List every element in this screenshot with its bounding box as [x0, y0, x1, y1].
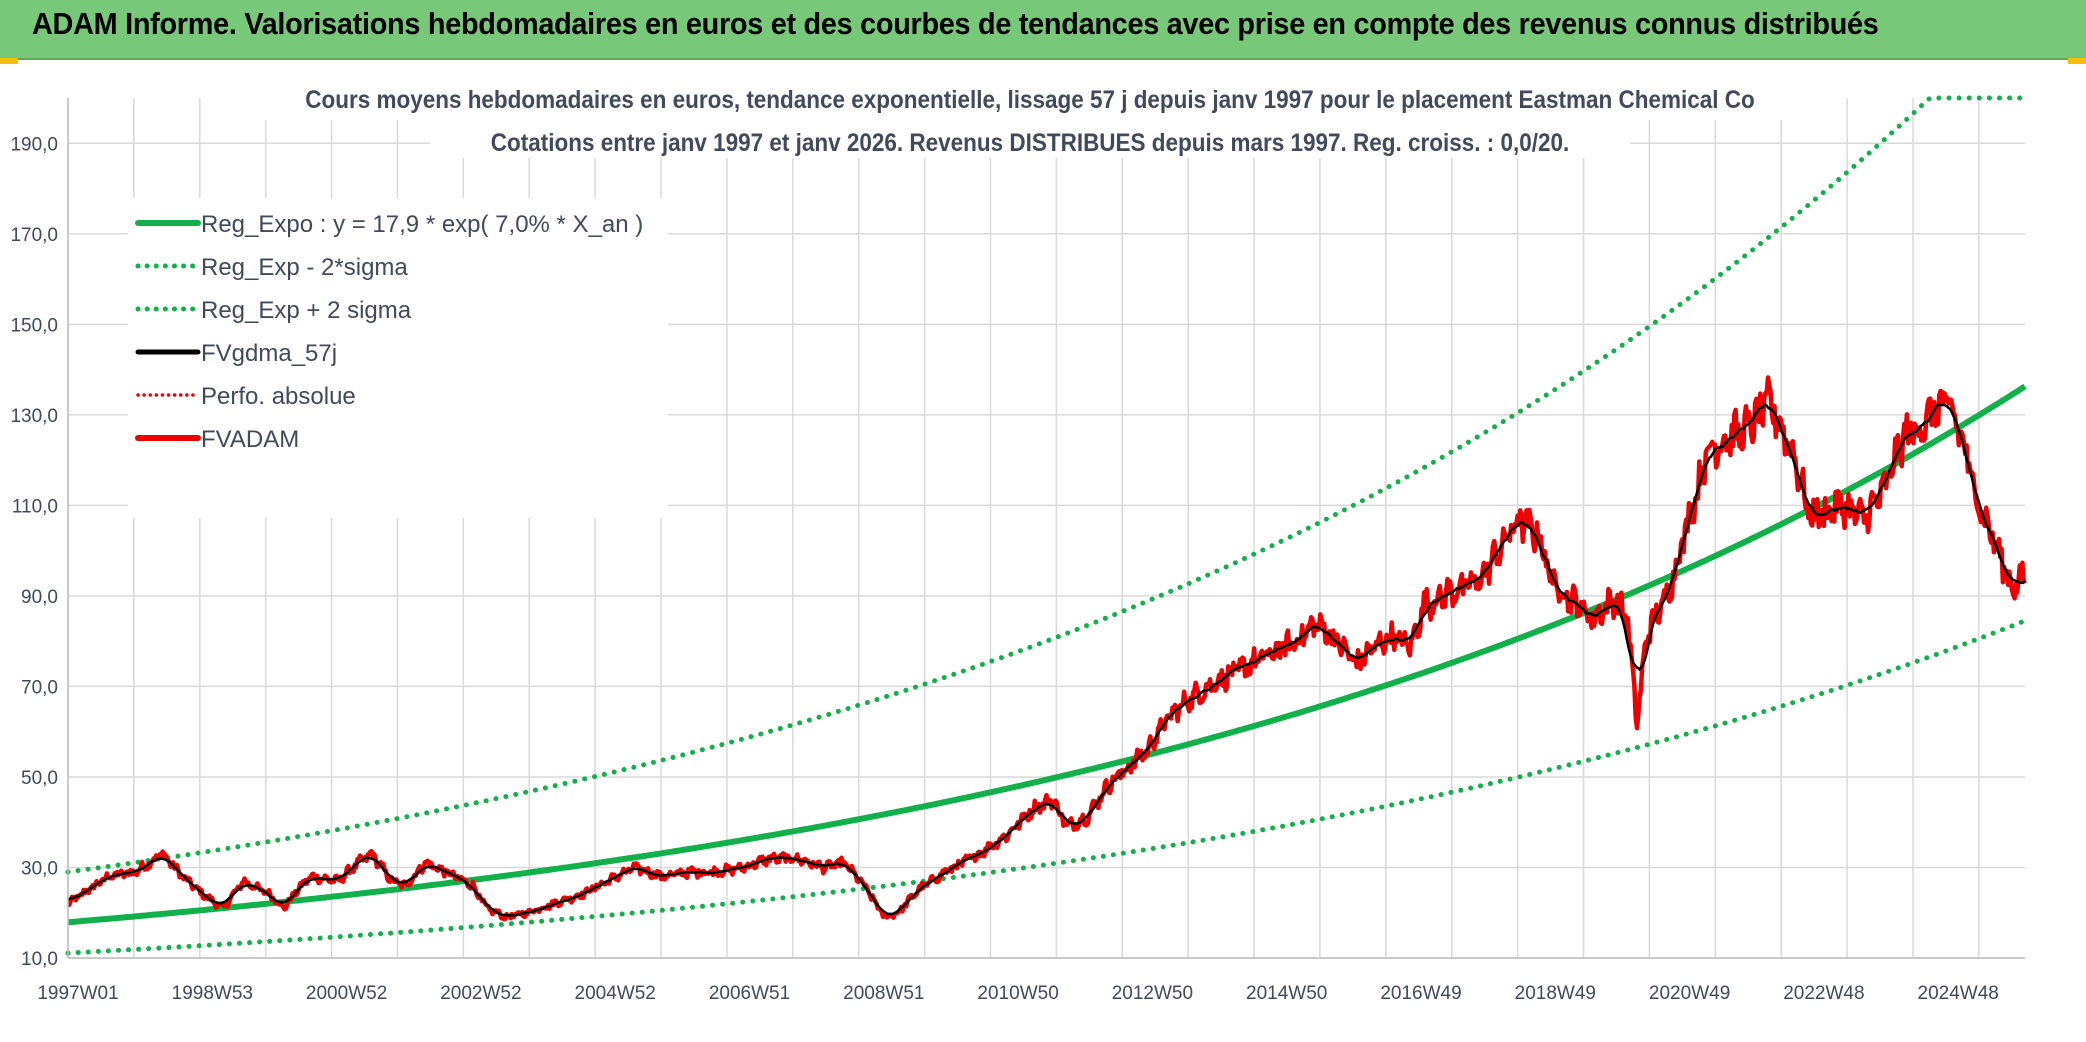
chart-subtitle: Cotations entre janv 1997 et janv 2026. … — [491, 129, 1569, 157]
y-tick-label: 110,0 — [12, 496, 58, 517]
x-tick-label: 1998W53 — [172, 983, 253, 1004]
legend-label: Perfo. absolue — [201, 383, 356, 410]
x-tick-label: 2022W48 — [1783, 983, 1864, 1004]
corner-mark-left — [0, 58, 18, 64]
x-tick-label: 2008W51 — [843, 983, 924, 1004]
legend-label: FVADAM — [201, 426, 299, 453]
y-tick-label: 190,0 — [10, 134, 58, 155]
y-tick-label: 90,0 — [21, 587, 58, 608]
banner: ADAM Informe. Valorisations hebdomadaire… — [0, 0, 2086, 60]
x-tick-label: 2006W51 — [709, 983, 790, 1004]
y-tick-label: 50,0 — [21, 768, 58, 789]
series-reg-exp-minus-2sigma — [65, 618, 2028, 956]
x-tick-label: 2002W52 — [440, 983, 521, 1004]
legend: Reg_Expo : y = 17,9 * exp( 7,0% * X_an )… — [128, 198, 668, 518]
legend-label: FVgdma_57j — [201, 340, 337, 367]
chart-titles: Cours moyens hebdomadaires en euros, ten… — [260, 80, 1800, 158]
y-tick-label: 30,0 — [21, 858, 58, 879]
chart-title: Cours moyens hebdomadaires en euros, ten… — [305, 86, 1754, 114]
y-tick-label: 150,0 — [10, 315, 58, 336]
y-tick-label: 10,0 — [21, 949, 58, 970]
legend-label: Reg_Exp + 2 sigma — [201, 297, 412, 324]
x-tick-label: 2016W49 — [1380, 983, 1461, 1004]
x-tick-label: 2014W50 — [1246, 983, 1327, 1004]
series-reg-expo — [67, 383, 2027, 926]
series-layer — [65, 95, 2028, 956]
x-tick-label: 2012W50 — [1112, 983, 1193, 1004]
x-tick-label: 2004W52 — [575, 983, 656, 1004]
corner-mark-right — [2068, 58, 2086, 64]
chart-area: 10,0 30,0 50,0 70,0 90,0 110,0 130,0 150,0 170,0… — [0, 60, 2086, 1037]
series-fvadam — [67, 375, 2027, 922]
x-tick-label: 2000W52 — [306, 983, 387, 1004]
chart-svg: 10,0 30,0 50,0 70,0 90,0 110,0 130,0 150,0 170,0… — [10, 80, 2028, 1004]
legend-bg — [128, 198, 668, 518]
series-reg-exp-plus-2sigma — [65, 95, 2028, 875]
y-tick-label: 70,0 — [21, 677, 58, 698]
x-tick-label: 2018W49 — [1515, 983, 1596, 1004]
x-tick-label: 2010W50 — [977, 983, 1058, 1004]
axes: 10,0 30,0 50,0 70,0 90,0 110,0 130,0 150,0 170,0… — [10, 98, 2025, 1004]
series-fvgdma-57j — [67, 403, 2026, 917]
legend-label: Reg_Exp - 2*sigma — [201, 254, 408, 281]
x-tick-label: 2020W49 — [1649, 983, 1730, 1004]
legend-label: Reg_Expo : y = 17,9 * exp( 7,0% * X_an ) — [201, 211, 643, 238]
x-tick-label: 1997W01 — [37, 983, 118, 1004]
y-tick-label: 130,0 — [10, 406, 58, 427]
x-tick-label: 2024W48 — [1918, 983, 1999, 1004]
y-tick-label: 170,0 — [10, 225, 58, 246]
banner-title: ADAM Informe. Valorisations hebdomadaire… — [32, 6, 1879, 41]
